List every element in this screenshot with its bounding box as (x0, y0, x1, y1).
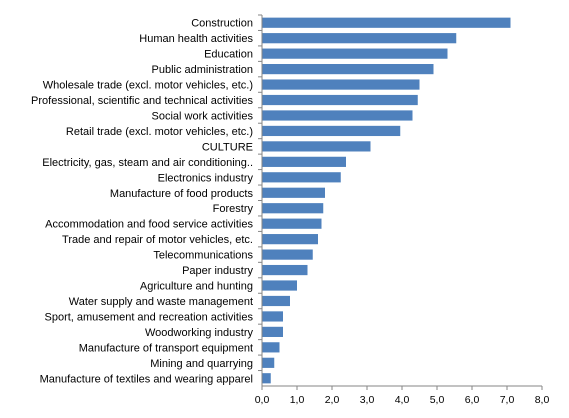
category-label: Electricity, gas, steam and air conditio… (42, 157, 253, 169)
bar (262, 94, 418, 106)
category-labels: Construction Human health activities Educa… (31, 18, 253, 386)
bar (262, 311, 283, 322)
x-tick-label: 8,0 (535, 394, 550, 406)
x-tick-label: 2,0 (325, 394, 340, 406)
bar (262, 48, 448, 59)
bar (262, 33, 457, 44)
bar (262, 357, 275, 368)
category-label: Manufacture of food products (110, 188, 254, 200)
bar (262, 156, 346, 167)
category-label: Accommodation and food service activitie… (45, 219, 253, 231)
x-tick-label: 6,0 (465, 394, 480, 406)
bar (262, 17, 511, 28)
bar (262, 172, 341, 183)
category-label: Water supply and waste management (69, 296, 253, 308)
category-label: Mining and quarrying (150, 358, 253, 370)
bar (262, 234, 318, 245)
category-label: Construction (191, 18, 253, 30)
bar (262, 326, 283, 337)
category-label: Agriculture and hunting (140, 281, 253, 293)
bar (262, 218, 322, 229)
category-label: Electronics industry (158, 172, 254, 184)
category-label: Woodworking industry (145, 327, 254, 339)
category-label: Trade and repair of motor vehicles, etc. (62, 234, 253, 246)
category-label: Paper industry (182, 265, 253, 277)
x-tick-label: 1,0 (290, 394, 305, 406)
bar (262, 187, 325, 198)
bar (262, 295, 290, 307)
category-label: Manufacture of transport equipment (79, 342, 253, 354)
bar (262, 342, 280, 353)
category-label: Retail trade (excl. motor vehicles, etc.… (66, 126, 253, 138)
category-label: Social work activities (152, 110, 254, 122)
x-tick-label: 4,0 (395, 394, 410, 406)
category-label: Sport, amusement and recreation activiti… (45, 311, 254, 323)
x-tick-label: 5,0 (430, 394, 445, 406)
bar (262, 280, 297, 291)
bar (262, 264, 308, 276)
axes (258, 14, 543, 390)
bar (262, 249, 313, 260)
category-label: Education (204, 49, 253, 61)
x-tick-label: 7,0 (500, 394, 515, 406)
bar (262, 64, 434, 75)
bar (262, 125, 401, 137)
category-label: Professional, scientific and technical a… (31, 95, 253, 107)
category-label: Public administration (152, 64, 254, 76)
x-tick-label: 0,0 (255, 394, 270, 406)
bar (262, 79, 420, 90)
category-label: Forestry (213, 203, 254, 215)
category-label: CULTURE (202, 141, 253, 153)
x-tick-labels: 0,0 1,0 2,0 3,0 4,0 5,0 6,0 7,0 8,0 (255, 394, 550, 406)
bar (262, 110, 413, 121)
category-label: Manufacture of textiles and wearing appa… (40, 373, 253, 385)
bar (262, 373, 271, 384)
category-label: Human health activities (139, 33, 253, 45)
bar (262, 141, 371, 152)
category-label: Telecommunications (153, 250, 253, 262)
x-tick-label: 3,0 (360, 394, 375, 406)
category-label: Wholesale trade (excl. motor vehicles, e… (43, 80, 253, 92)
bars-group (262, 17, 511, 384)
bar (262, 203, 324, 214)
